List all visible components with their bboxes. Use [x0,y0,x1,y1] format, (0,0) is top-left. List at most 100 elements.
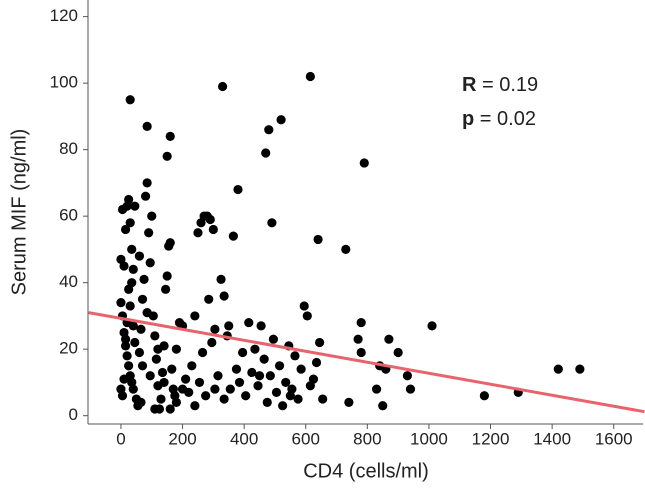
point [190,311,200,321]
point [299,301,309,311]
x-axis-label: CD4 (cells/ml) [303,460,429,482]
point [356,317,366,328]
point [120,334,131,344]
point [165,131,175,141]
point [124,194,134,205]
point [267,218,277,228]
point [281,377,291,388]
point [253,381,263,391]
point [402,371,412,381]
point [264,125,274,135]
point [127,278,137,288]
y-tick-label: 40 [59,272,78,291]
point [124,361,134,371]
point [205,214,215,225]
point [119,374,129,384]
point [285,391,295,401]
point [305,71,315,82]
point [153,344,163,354]
point [150,331,160,341]
point [171,344,181,354]
point [140,191,151,201]
y-tick-label: 60 [59,206,78,225]
point [125,218,135,228]
point [190,401,200,411]
point [210,384,220,394]
point [308,374,319,384]
point [125,95,135,105]
x-tick-label: 1600 [595,429,633,448]
point [371,384,382,394]
point [302,311,312,321]
point [318,394,328,404]
point [254,371,265,381]
point [193,228,203,238]
point [479,391,489,401]
point [293,394,303,404]
point [161,284,171,294]
point [234,377,245,388]
point [290,351,300,361]
point [278,401,288,411]
point [136,324,146,334]
point [145,371,155,381]
point [250,344,260,354]
point [120,224,131,235]
point [130,337,140,348]
point [219,291,229,301]
point [241,391,251,401]
point [353,334,363,344]
point [201,391,211,401]
point [274,361,285,371]
point [134,251,145,261]
point [341,244,351,255]
annotation-symbol: p [462,108,474,130]
point [187,361,197,371]
point [313,234,323,245]
point [142,307,152,318]
point [315,337,325,348]
point [378,401,388,411]
point [427,321,437,331]
point [144,228,154,238]
point [216,274,226,284]
y-tick-label: 80 [59,139,78,158]
point [116,298,126,308]
annotation-text: = 0.02 [480,108,536,130]
annotation: R = 0.19 [462,74,538,96]
y-axis-label: Serum MIF (ng/ml) [8,129,30,296]
y-tick-label: 100 [50,73,78,92]
x-tick-label: 0 [116,429,125,448]
point [128,321,138,331]
point [244,317,254,328]
point [224,321,234,331]
point [197,347,208,358]
point [130,201,140,211]
point [393,347,403,358]
annotation: p = 0.02 [462,108,536,130]
point [150,404,160,414]
point [207,337,217,348]
point [137,294,148,304]
point [344,397,354,407]
x-tick-label: 800 [353,429,381,448]
point [157,367,168,378]
point [204,294,214,304]
point [127,244,137,255]
point [208,224,218,235]
point [125,301,135,311]
point [171,397,181,407]
y-tick-label: 120 [50,6,78,25]
point [139,274,149,284]
point [151,354,161,364]
x-tick-label: 600 [292,429,320,448]
y-tick-label: 20 [59,339,78,358]
point [233,184,243,195]
point [271,387,282,398]
point [225,384,235,394]
point [261,148,271,158]
point [311,357,322,368]
point [128,384,138,394]
point [356,347,366,358]
point [259,354,269,364]
